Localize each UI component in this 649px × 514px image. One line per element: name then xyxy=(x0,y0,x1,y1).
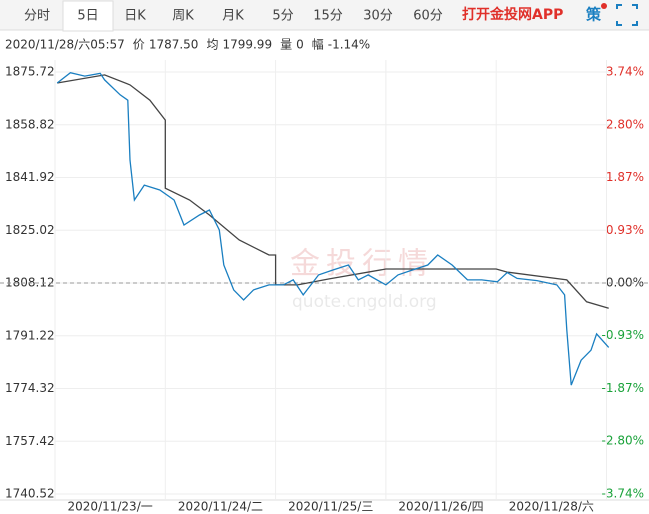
tab[interactable]: 月K xyxy=(222,9,244,24)
tab[interactable]: 分时 xyxy=(24,9,50,24)
watermark-title: 金投行情 xyxy=(290,247,434,282)
y2-tick-label: -3.74% xyxy=(602,487,644,501)
y2-tick-label: 1.87% xyxy=(606,170,644,184)
info-time: 2020/11/28/六05:57 xyxy=(5,38,125,52)
info-line: 2020/11/28/六05:57 价 1787.50 均 1799.99 量 0 幅 -1.… xyxy=(5,37,370,52)
info-value: -1.14% xyxy=(328,38,370,52)
y-tick-label: 1875.72 xyxy=(5,65,55,79)
y2-tick-label: 3.74% xyxy=(606,65,644,79)
y-tick-label: 1757.42 xyxy=(5,434,55,448)
series-line xyxy=(56,71,610,386)
info-value: 1787.50 xyxy=(149,38,199,52)
x-tick-label: 2020/11/24/二 xyxy=(178,500,263,514)
info-label: 幅 xyxy=(312,37,324,52)
y2-tick-label: -1.87% xyxy=(602,381,644,395)
tab[interactable]: 5日 xyxy=(77,9,98,24)
watermark: 金投行情 quote.cngold.org xyxy=(290,247,437,313)
x-tick-label: 2020/11/28/六 xyxy=(509,500,594,514)
y-tick-label: 1791.22 xyxy=(5,328,55,342)
info-label: 量 xyxy=(280,38,292,52)
y2-tick-label: -0.93% xyxy=(602,328,644,342)
info-value: 1799.99 xyxy=(222,38,272,52)
notice-dot xyxy=(601,3,607,9)
x-tick-label: 2020/11/23/一 xyxy=(68,500,153,514)
tab[interactable]: 60分 xyxy=(413,9,443,24)
y-tick-label: 1740.52 xyxy=(5,487,55,501)
y-tick-label: 1774.32 xyxy=(5,381,55,395)
info-value: 0 xyxy=(296,38,304,52)
y-tick-label: 1841.92 xyxy=(5,170,55,184)
series-line xyxy=(57,74,609,309)
x-tick-label: 2020/11/26/四 xyxy=(398,500,483,514)
y-tick-label: 1825.02 xyxy=(5,223,55,237)
fullscreen-icon[interactable] xyxy=(616,4,638,26)
info-label: 价 xyxy=(133,38,145,52)
tab[interactable]: 5分 xyxy=(272,9,293,24)
tab-selected xyxy=(62,0,114,32)
y2-tick-label: 0.93% xyxy=(606,223,644,237)
info-label: 均 xyxy=(206,38,218,52)
x-tick-label: 2020/11/25/三 xyxy=(288,500,373,514)
y-tick-label: 1858.82 xyxy=(5,117,55,131)
tab[interactable]: 日K xyxy=(124,9,146,24)
tab[interactable]: 30分 xyxy=(363,9,393,24)
tab[interactable]: 周K xyxy=(172,9,194,24)
y2-tick-label: -2.80% xyxy=(602,433,644,447)
tab[interactable]: 15分 xyxy=(313,9,343,24)
strategy-icon[interactable]: 策 xyxy=(585,6,602,24)
y2-tick-label: 2.80% xyxy=(606,118,644,132)
watermark-url: quote.cngold.org xyxy=(292,292,437,312)
app-link[interactable]: 打开金投网APP xyxy=(462,6,563,23)
